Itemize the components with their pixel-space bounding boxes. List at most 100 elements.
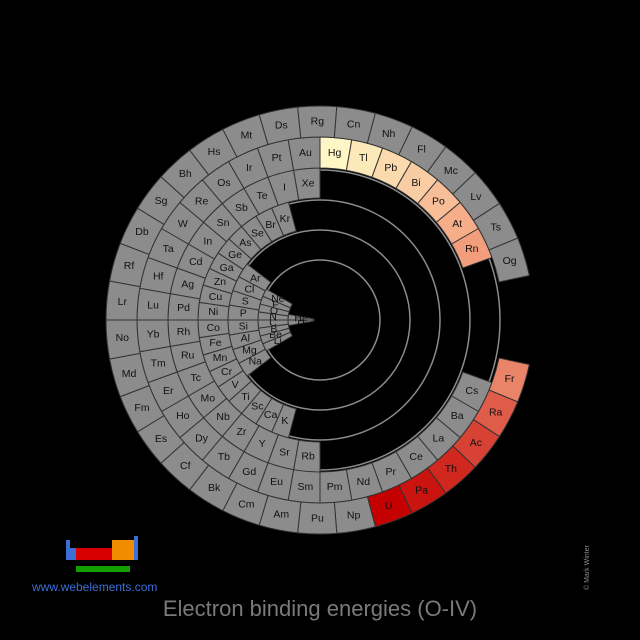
element-symbol-u: U	[385, 500, 393, 512]
element-symbol-xe: Xe	[302, 178, 315, 190]
element-symbol-eu: Eu	[270, 476, 283, 488]
element-symbol-ba: Ba	[451, 410, 464, 422]
element-symbol-cn: Cn	[347, 118, 361, 130]
element-symbol-ho: Ho	[176, 410, 190, 422]
element-symbol-s: S	[242, 295, 249, 307]
element-symbol-cr: Cr	[221, 366, 233, 378]
element-symbol-sb: Sb	[235, 202, 248, 214]
element-symbol-v: V	[232, 379, 239, 391]
element-symbol-dy: Dy	[195, 432, 209, 444]
element-symbol-b: B	[270, 323, 277, 335]
element-symbol-re: Re	[195, 196, 209, 208]
webelements-logo	[66, 536, 138, 576]
element-symbol-hf: Hf	[153, 271, 164, 283]
element-symbol-sg: Sg	[155, 195, 168, 207]
element-symbol-hs: Hs	[208, 146, 221, 158]
element-symbol-w: W	[178, 218, 188, 230]
element-symbol-lr: Lr	[118, 296, 128, 308]
element-symbol-yb: Yb	[147, 329, 160, 341]
element-symbol-cu: Cu	[209, 291, 223, 303]
element-symbol-fm: Fm	[134, 402, 149, 414]
element-symbol-nh: Nh	[382, 128, 396, 140]
element-symbol-na: Na	[249, 356, 263, 368]
element-symbol-tm: Tm	[151, 357, 166, 369]
website-link[interactable]: www.webelements.com	[32, 580, 158, 594]
element-symbol-he: He	[294, 312, 308, 324]
element-symbol-rb: Rb	[301, 451, 315, 463]
element-symbol-db: Db	[135, 226, 149, 238]
element-symbol-mn: Mn	[213, 352, 228, 364]
element-symbol-tc: Tc	[191, 372, 202, 384]
element-symbol-ti: Ti	[241, 391, 249, 403]
element-symbol-ag: Ag	[181, 279, 194, 291]
element-symbol-pt: Pt	[272, 152, 282, 164]
element-symbol-tl: Tl	[359, 152, 368, 164]
element-symbol-n: N	[269, 311, 277, 323]
element-symbol-sm: Sm	[298, 481, 314, 493]
element-symbol-au: Au	[299, 147, 312, 159]
element-symbol-mc: Mc	[444, 165, 458, 177]
element-symbol-cl: Cl	[244, 283, 254, 295]
element-symbol-ne: Ne	[271, 293, 285, 305]
element-symbol-sr: Sr	[279, 446, 290, 458]
element-symbol-cm: Cm	[238, 498, 255, 510]
element-symbol-mt: Mt	[241, 130, 253, 142]
element-symbol-cs: Cs	[465, 385, 478, 397]
element-symbol-ge: Ge	[228, 249, 242, 261]
element-symbol-ar: Ar	[250, 272, 261, 284]
element-symbol-kr: Kr	[280, 213, 291, 225]
element-symbol-nb: Nb	[216, 411, 230, 423]
element-symbol-fl: Fl	[417, 143, 426, 155]
element-symbol-ds: Ds	[275, 119, 288, 131]
element-symbol-br: Br	[265, 219, 276, 231]
element-symbol-pm: Pm	[327, 481, 343, 493]
element-symbol-rg: Rg	[311, 116, 325, 128]
element-symbol-p: P	[240, 308, 247, 320]
element-symbol-fr: Fr	[505, 373, 515, 385]
element-cell-og	[488, 237, 530, 283]
element-symbol-bh: Bh	[179, 168, 192, 180]
element-symbol-th: Th	[445, 463, 457, 475]
element-symbol-po: Po	[432, 196, 445, 208]
element-symbol-pd: Pd	[177, 302, 190, 314]
element-symbol-li: Li	[274, 335, 282, 347]
element-symbol-pb: Pb	[384, 162, 397, 174]
element-symbol-as: As	[239, 237, 251, 249]
element-symbol-ir: Ir	[246, 162, 253, 174]
element-symbol-er: Er	[163, 385, 174, 397]
element-symbol-hg: Hg	[328, 147, 342, 159]
element-symbol-sn: Sn	[217, 217, 230, 229]
element-symbol-la: La	[433, 432, 445, 444]
element-symbol-sc: Sc	[251, 401, 263, 413]
element-symbol-pu: Pu	[311, 513, 324, 525]
element-symbol-fe: Fe	[209, 337, 221, 349]
element-symbol-se: Se	[251, 227, 264, 239]
element-symbol-ta: Ta	[163, 243, 174, 255]
element-symbol-al: Al	[241, 333, 250, 345]
element-symbol-lv: Lv	[470, 191, 482, 203]
element-symbol-co: Co	[207, 322, 221, 334]
element-symbol-rn: Rn	[465, 243, 479, 255]
element-symbol-cd: Cd	[189, 256, 203, 268]
element-symbol-rh: Rh	[177, 326, 191, 338]
element-symbol-md: Md	[122, 368, 137, 380]
element-symbol-ac: Ac	[470, 437, 482, 449]
element-symbol-bk: Bk	[208, 482, 221, 494]
element-symbol-tb: Tb	[218, 451, 230, 463]
element-symbol-f: F	[272, 299, 278, 311]
element-symbol-cf: Cf	[180, 460, 191, 472]
element-symbol-gd: Gd	[242, 466, 256, 478]
element-symbol-ra: Ra	[489, 406, 503, 418]
element-symbol-h: H	[297, 316, 305, 328]
element-symbol-es: Es	[155, 433, 167, 445]
element-symbol-ts: Ts	[490, 222, 501, 234]
element-symbol-pr: Pr	[386, 466, 397, 478]
element-symbol-ce: Ce	[409, 451, 423, 463]
element-symbol-te: Te	[257, 190, 268, 202]
copyright-text: © Mark Winter	[584, 545, 591, 590]
element-symbol-bi: Bi	[411, 177, 420, 189]
element-symbol-o: O	[270, 305, 278, 317]
element-symbol-y: Y	[259, 438, 266, 450]
element-symbol-ca: Ca	[264, 409, 278, 421]
